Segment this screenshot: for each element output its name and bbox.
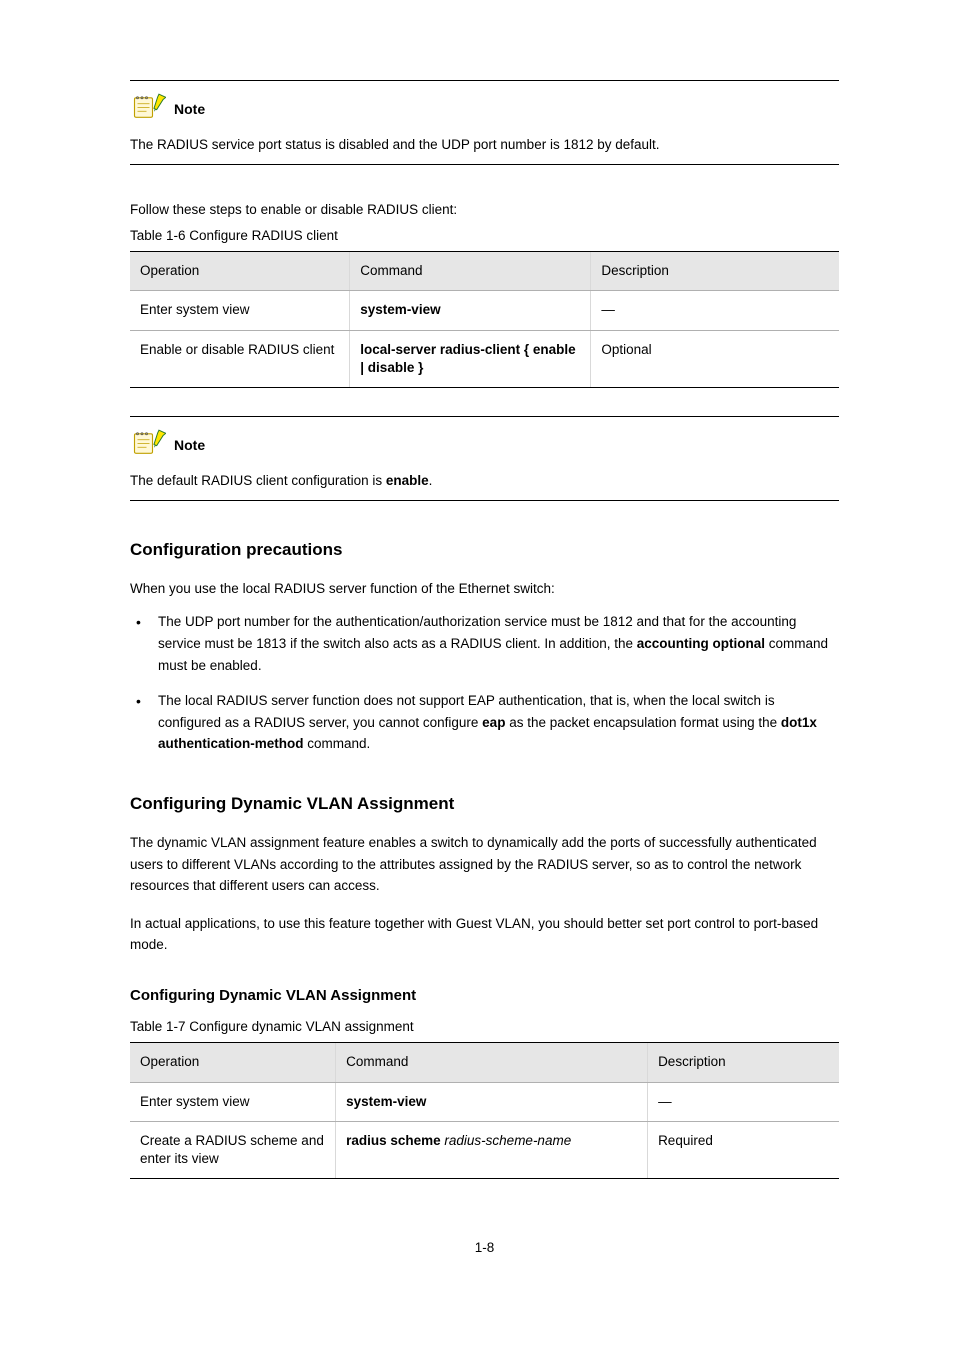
column-header: Command (336, 1043, 648, 1082)
column-header: Description (591, 252, 839, 291)
table-row: Enable or disable RADIUS client local-se… (130, 330, 839, 387)
list-item: The UDP port number for the authenticati… (130, 611, 839, 676)
command-text: radius scheme (346, 1133, 441, 1148)
note-label: Note (174, 436, 205, 455)
paragraph: When you use the local RADIUS server fun… (130, 578, 839, 600)
document-page: Note The RADIUS service port status is d… (0, 0, 954, 1318)
paragraph: In actual applications, to use this feat… (130, 913, 839, 956)
column-header: Operation (130, 252, 350, 291)
note-block: Note The default RADIUS client configura… (130, 429, 839, 490)
subsection-heading: Configuring Dynamic VLAN Assignment (130, 986, 839, 1006)
note-label: Note (174, 100, 205, 119)
text-run: The default RADIUS client configuration … (130, 473, 386, 488)
text-bold: enable (386, 473, 429, 488)
table-header-row: Operation Command Description (130, 1043, 839, 1082)
paragraph: The dynamic VLAN assignment feature enab… (130, 832, 839, 897)
table-caption: Table 1-7 Configure dynamic VLAN assignm… (130, 1018, 839, 1036)
text-run: as the packet encapsulation format using… (505, 715, 780, 730)
config-table: Operation Command Description Enter syst… (130, 251, 839, 388)
table-cell: Required (648, 1121, 839, 1178)
section-heading: Configuration precautions (130, 539, 839, 562)
table-cell: — (591, 291, 839, 330)
table-cell: system-view (350, 291, 591, 330)
paragraph: Follow these steps to enable or disable … (130, 201, 839, 219)
note-block: Note The RADIUS service port status is d… (130, 93, 839, 154)
text-run: . (429, 473, 433, 488)
table-row: Enter system view system-view — (130, 1082, 839, 1121)
table-caption: Table 1-6 Configure RADIUS client (130, 227, 839, 245)
command-text: system-view (360, 302, 440, 317)
divider (130, 164, 839, 165)
command-text: local-server radius-client (360, 342, 524, 357)
divider (130, 80, 839, 81)
table-row: Enter system view system-view — (130, 291, 839, 330)
text-bold: eap (482, 715, 505, 730)
text-bold: accounting optional (637, 636, 765, 651)
divider (130, 416, 839, 417)
command-text: system-view (346, 1094, 426, 1109)
table-cell: Create a RADIUS scheme and enter its vie… (130, 1121, 336, 1178)
note-text: The RADIUS service port status is disabl… (130, 136, 839, 154)
table-row: Create a RADIUS scheme and enter its vie… (130, 1121, 839, 1178)
table-cell: radius scheme radius-scheme-name (336, 1121, 648, 1178)
text-run: command. (304, 736, 371, 751)
note-icon (130, 93, 166, 126)
bullet-list: The UDP port number for the authenticati… (130, 611, 839, 755)
table-cell: Enable or disable RADIUS client (130, 330, 350, 387)
divider (130, 500, 839, 501)
table-cell: system-view (336, 1082, 648, 1121)
note-heading: Note (130, 93, 839, 126)
note-icon (130, 429, 166, 462)
command-arg: radius-scheme-name (441, 1133, 572, 1148)
column-header: Operation (130, 1043, 336, 1082)
column-header: Command (350, 252, 591, 291)
list-item: The local RADIUS server function does no… (130, 690, 839, 755)
note-text: The default RADIUS client configuration … (130, 472, 839, 490)
table-cell: local-server radius-client { enable | di… (350, 330, 591, 387)
config-table: Operation Command Description Enter syst… (130, 1042, 839, 1179)
table-cell: Optional (591, 330, 839, 387)
table-cell: — (648, 1082, 839, 1121)
note-heading: Note (130, 429, 839, 462)
section-heading: Configuring Dynamic VLAN Assignment (130, 793, 839, 816)
table-cell: Enter system view (130, 1082, 336, 1121)
page-number: 1-8 (130, 1239, 839, 1257)
table-header-row: Operation Command Description (130, 252, 839, 291)
table-cell: Enter system view (130, 291, 350, 330)
column-header: Description (648, 1043, 839, 1082)
